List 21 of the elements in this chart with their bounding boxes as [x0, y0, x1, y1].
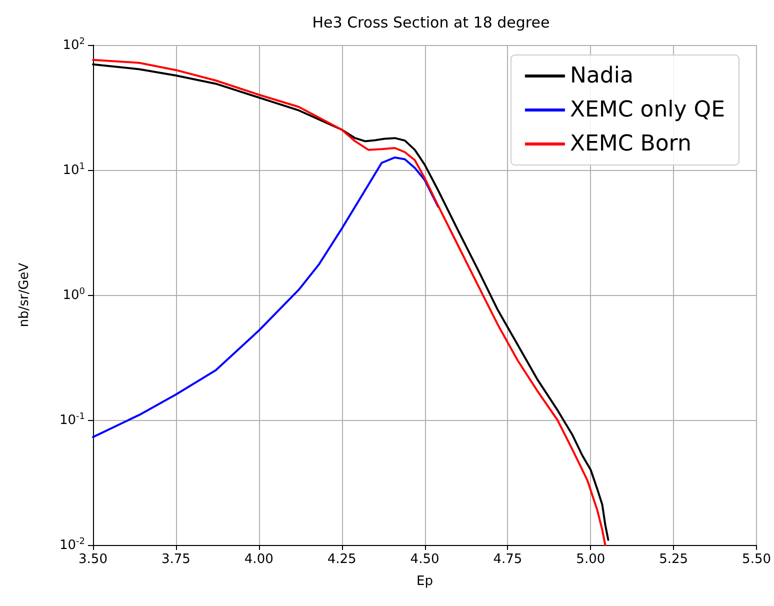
- x-tick-label: 5.00: [576, 552, 606, 567]
- legend-label: XEMC Born: [570, 132, 692, 156]
- x-tick-label: 3.50: [78, 552, 108, 567]
- x-tick-label: 4.50: [410, 552, 440, 567]
- chart-title: He3 Cross Section at 18 degree: [312, 14, 550, 32]
- y-axis-title: nb/sr/GeV: [17, 262, 32, 328]
- y-tick-label: 10$^{2}$: [62, 36, 85, 54]
- y-tick-label: 10$^{-1}$: [59, 412, 85, 428]
- x-tick-label: 5.25: [659, 552, 688, 567]
- x-tick-label: 5.50: [742, 552, 772, 567]
- y-tick-label: 10$^{-2}$: [59, 536, 85, 554]
- x-tick-label: 4.25: [327, 552, 356, 567]
- x-tick-label: 3.75: [161, 552, 190, 567]
- legend-label: Nadia: [570, 64, 634, 88]
- legend-label: XEMC only QE: [570, 98, 726, 122]
- x-axis-title: Ep: [416, 574, 433, 589]
- x-tick-label: 4.00: [244, 552, 274, 567]
- x-tick-label: 4.75: [493, 552, 522, 567]
- y-tick-label: 10$^{0}$: [62, 286, 85, 304]
- y-tick-label: 10$^{1}$: [62, 162, 85, 178]
- line-series: [92, 156, 440, 438]
